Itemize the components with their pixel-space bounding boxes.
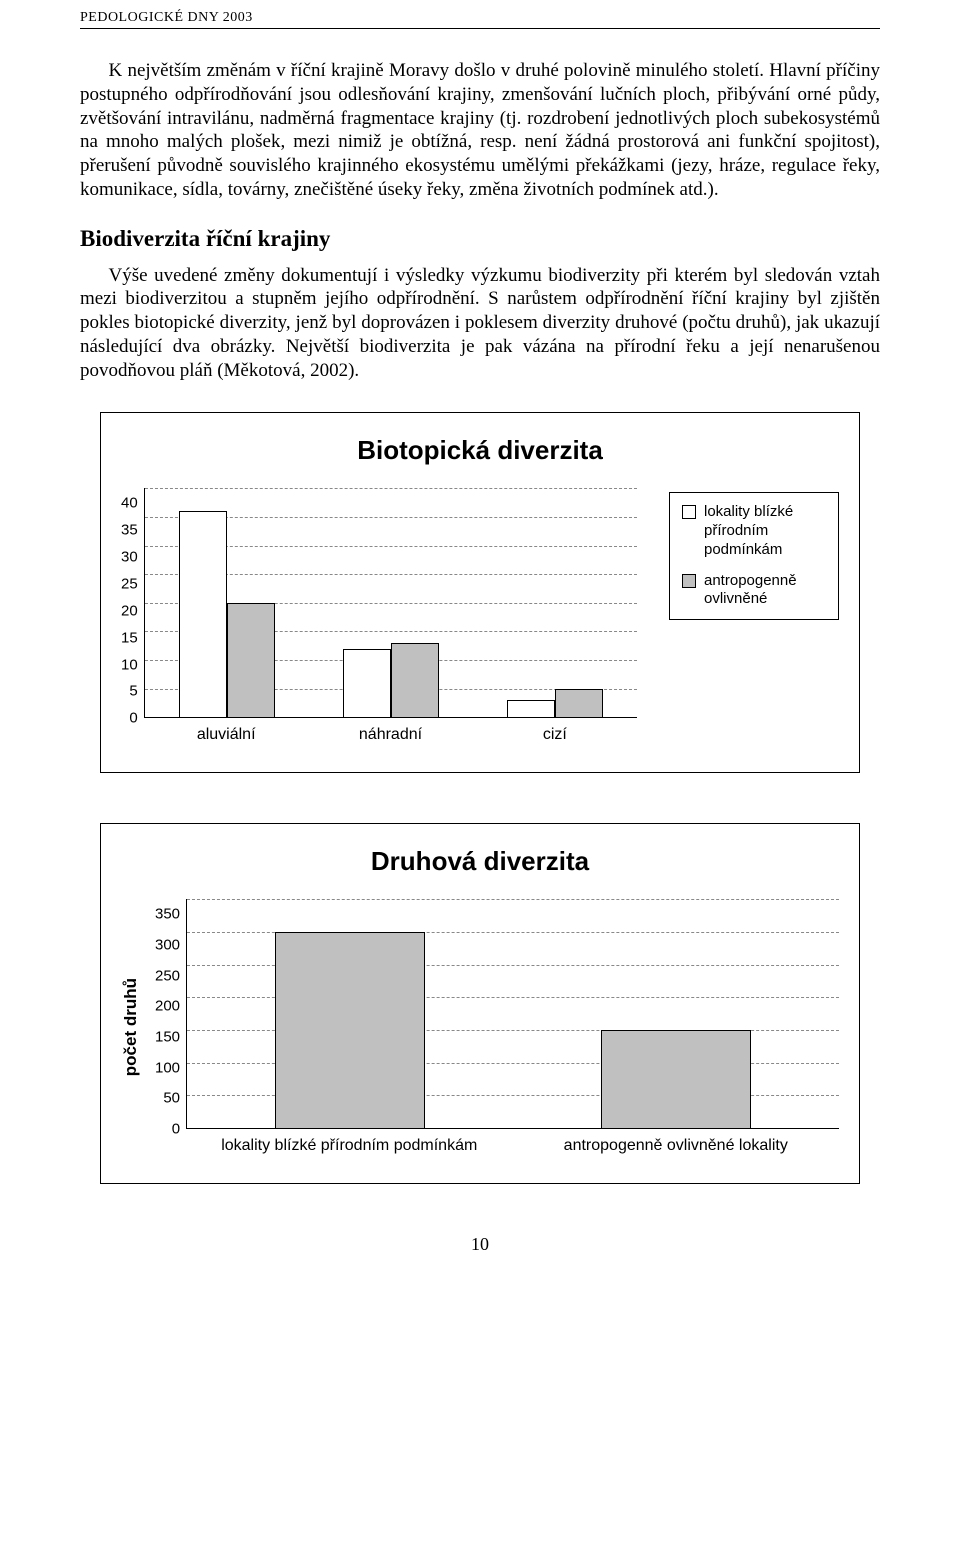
legend-label: antropogenně ovlivněné: [704, 572, 826, 610]
chart1-x-label: aluviální: [144, 726, 308, 744]
chart1-bar-group: [507, 488, 603, 717]
chart1-bar: [555, 689, 603, 718]
chart1-bar: [391, 643, 439, 717]
chart1-x-labels: aluviálnínáhradnícizí: [144, 726, 637, 744]
chart2-bar: [601, 1030, 751, 1128]
legend-swatch: [682, 574, 696, 588]
chart2-y-axis-label: počet druhů: [121, 978, 141, 1076]
chart2-x-labels: lokality blízké přírodním podmínkámantro…: [186, 1137, 839, 1155]
chart2-ytick: 250: [155, 968, 180, 983]
legend-swatch: [682, 505, 696, 519]
chart1-bar: [227, 603, 275, 718]
chart2-ytick: 200: [155, 999, 180, 1014]
chart1-legend-item: antropogenně ovlivněné: [682, 572, 826, 610]
chart1-bar: [507, 700, 555, 717]
chart2-ytick: 300: [155, 937, 180, 952]
chart2-x-label: antropogenně ovlivněné lokality: [513, 1137, 840, 1155]
chart2-ytick: 0: [155, 1122, 180, 1137]
chart1-ytick: 30: [121, 550, 138, 565]
chart2-ytick: 350: [155, 907, 180, 922]
chart-biotopicka-diverzita: Biotopická diverzita 0 5 10 15 20 25 30 35 40 al…: [100, 412, 860, 773]
paragraph-intro: K největším změnám v říční krajině Morav…: [80, 59, 880, 202]
chart1-ytick: 5: [121, 684, 138, 699]
chart1-ytick: 0: [121, 711, 138, 726]
chart1-ytick: 20: [121, 603, 138, 618]
chart1-y-ticks: 0510152025303540: [121, 488, 144, 718]
chart1-bar-group: [179, 488, 275, 717]
chart1-legend-item: lokality blízké přírodním podmínkám: [682, 503, 826, 559]
legend-label: lokality blízké přírodním podmínkám: [704, 503, 826, 559]
chart1-bar: [343, 649, 391, 718]
chart2-bar-group: [275, 899, 425, 1128]
chart2-bar-group: [601, 899, 751, 1128]
chart2-plot-area: [186, 899, 839, 1129]
chart1-ytick: 10: [121, 657, 138, 672]
paragraph-biodiversity: Výše uvedené změny dokumentují i výsledk…: [80, 264, 880, 383]
chart1-title: Biotopická diverzita: [121, 435, 839, 466]
running-head: PEDOLOGICKÉ DNY 2003: [80, 0, 880, 29]
chart2-ytick: 50: [155, 1091, 180, 1106]
chart1-ytick: 15: [121, 630, 138, 645]
chart1-x-label: náhradní: [308, 726, 472, 744]
chart1-x-label: cizí: [473, 726, 637, 744]
chart1-legend: lokality blízké přírodním podmínkám antro…: [669, 492, 839, 620]
chart1-bar-group: [343, 488, 439, 717]
chart2-ytick: 100: [155, 1060, 180, 1075]
chart1-ytick: 40: [121, 496, 138, 511]
chart1-ytick: 25: [121, 576, 138, 591]
chart1-ytick: 35: [121, 523, 138, 538]
section-title: Biodiverzita říční krajiny: [80, 226, 880, 252]
page: PEDOLOGICKÉ DNY 2003 K největším změnám …: [0, 0, 960, 1295]
chart2-ytick: 150: [155, 1030, 180, 1045]
chart2-x-label: lokality blízké přírodním podmínkám: [186, 1137, 513, 1155]
chart2-bar: [275, 932, 425, 1128]
chart2-title: Druhová diverzita: [121, 846, 839, 877]
chart1-plot-area: [144, 488, 637, 718]
page-number: 10: [80, 1234, 880, 1255]
chart-druhova-diverzita: Druhová diverzita počet druhů 0 50 100 150 2…: [100, 823, 860, 1184]
chart1-bar: [179, 511, 227, 717]
chart2-y-ticks: 050100150200250300350: [155, 899, 186, 1129]
